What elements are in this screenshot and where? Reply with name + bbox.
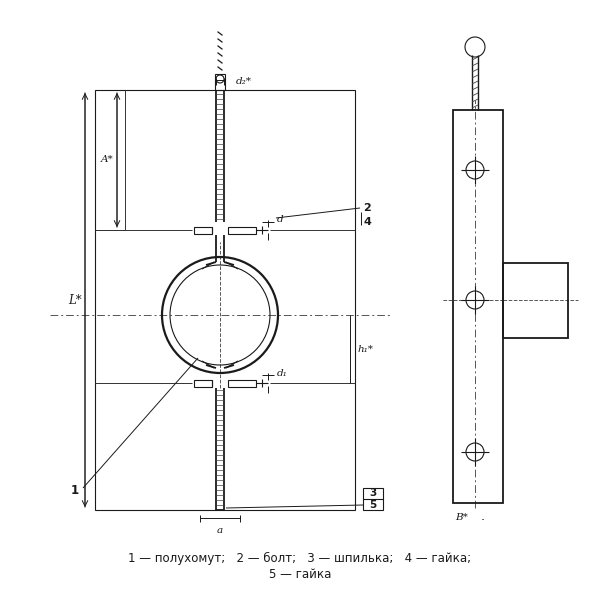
Text: 3: 3 — [370, 488, 377, 498]
Bar — [228, 379, 256, 386]
Text: B*: B* — [455, 512, 468, 521]
Text: 5: 5 — [370, 500, 377, 510]
Text: d: d — [277, 215, 284, 224]
Bar — [194, 379, 212, 386]
Text: h₁*: h₁* — [358, 344, 374, 353]
Text: 1 — полухомут;   2 — болт;   3 — шпилька;   4 — гайка;: 1 — полухомут; 2 — болт; 3 — шпилька; 4 … — [128, 551, 472, 565]
Bar — [95, 90, 355, 510]
Bar — [228, 226, 256, 233]
Text: 1: 1 — [71, 484, 79, 497]
Text: L*: L* — [68, 293, 82, 307]
Text: .: . — [481, 511, 485, 523]
Text: d₂*: d₂* — [236, 76, 252, 85]
Text: d₁: d₁ — [277, 368, 288, 377]
Text: a: a — [217, 526, 223, 535]
Bar — [453, 110, 503, 503]
Bar — [503, 263, 568, 337]
Text: 2: 2 — [363, 203, 371, 213]
Text: 5 — гайка: 5 — гайка — [269, 568, 331, 581]
Bar — [363, 488, 383, 510]
Bar — [215, 74, 225, 90]
Text: 4: 4 — [363, 217, 371, 227]
Bar — [194, 226, 212, 233]
Text: A*: A* — [101, 155, 113, 164]
